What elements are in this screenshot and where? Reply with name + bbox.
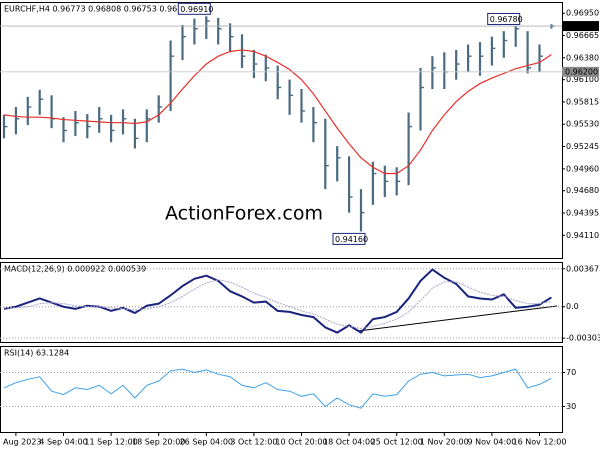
- x-tick-label: 18 Oct 04:00: [323, 438, 375, 447]
- indicator-line: [4, 279, 552, 329]
- annotation-label: 0.96780: [490, 15, 523, 24]
- annotation-label: 0.96910: [180, 5, 213, 14]
- y-tick-label: 0.96665: [566, 31, 599, 40]
- annotation-label: 0.94160: [335, 235, 368, 244]
- x-tick-label: 9 Nov 04:00: [467, 438, 516, 447]
- annotation-box: [177, 2, 211, 15]
- x-tick-label: 26 Sep 04:00: [180, 438, 233, 447]
- price-label: 0.96785: [565, 22, 598, 31]
- y-tick-label: 0.94110: [566, 231, 599, 240]
- watermark: ActionForex.com: [165, 203, 323, 225]
- indicator-line: [3, 268, 552, 334]
- x-tick-label: 4 Sep 04:00: [39, 438, 87, 447]
- x-tick-label: 18 Sep 20:00: [132, 438, 185, 447]
- price-label: 0.96200: [565, 67, 598, 76]
- price-label-box: [562, 21, 599, 32]
- x-tick-label: 1 Nov 20:00: [420, 438, 469, 447]
- x-tick-label: 10 Oct 20:00: [275, 438, 327, 447]
- indicator-line: [3, 49, 552, 175]
- y-tick-label: 0.00367: [566, 264, 599, 273]
- x-tick-label: 3 Oct 12:00: [230, 438, 277, 447]
- x-tick-label: 11 Sep 12:00: [84, 438, 137, 447]
- rsi-title: RSI(14) 63.1284: [4, 349, 69, 358]
- price-label-box: [562, 66, 599, 77]
- y-tick-label: 0.96380: [566, 53, 599, 62]
- y-tick-label: 70: [566, 368, 576, 377]
- trend-line: [357, 305, 558, 332]
- y-tick-label: -0.003038: [566, 334, 600, 343]
- y-tick-label: 0.94680: [566, 186, 599, 195]
- y-tick-label: 0.94960: [566, 164, 599, 173]
- y-tick-label: 0.95245: [566, 142, 599, 151]
- y-tick-label: 0.96950: [566, 9, 599, 18]
- price-panel: [0, 2, 563, 259]
- y-tick-label: 0.0: [566, 302, 579, 311]
- y-tick-label: 0.95530: [566, 120, 599, 129]
- x-tick-label: 16 Nov 12:00: [513, 438, 567, 447]
- x-tick-label: 25 Aug 2023: [0, 438, 42, 447]
- annotation-box: [487, 12, 521, 25]
- annotation-box: [332, 232, 366, 245]
- rsi-panel: [0, 346, 563, 433]
- x-tick-label: 25 Oct 12:00: [371, 438, 423, 447]
- price-title: EURCHF,H4 0.96773 0.96808 0.96753 0.9678…: [4, 5, 192, 14]
- y-tick-label: 0.95815: [566, 97, 599, 106]
- y-tick-label: 30: [566, 402, 576, 411]
- y-tick-label: 0.94395: [566, 209, 599, 218]
- macd-panel: [0, 262, 563, 343]
- y-tick-label: 0.96100: [566, 75, 599, 84]
- indicator-line: [3, 368, 552, 409]
